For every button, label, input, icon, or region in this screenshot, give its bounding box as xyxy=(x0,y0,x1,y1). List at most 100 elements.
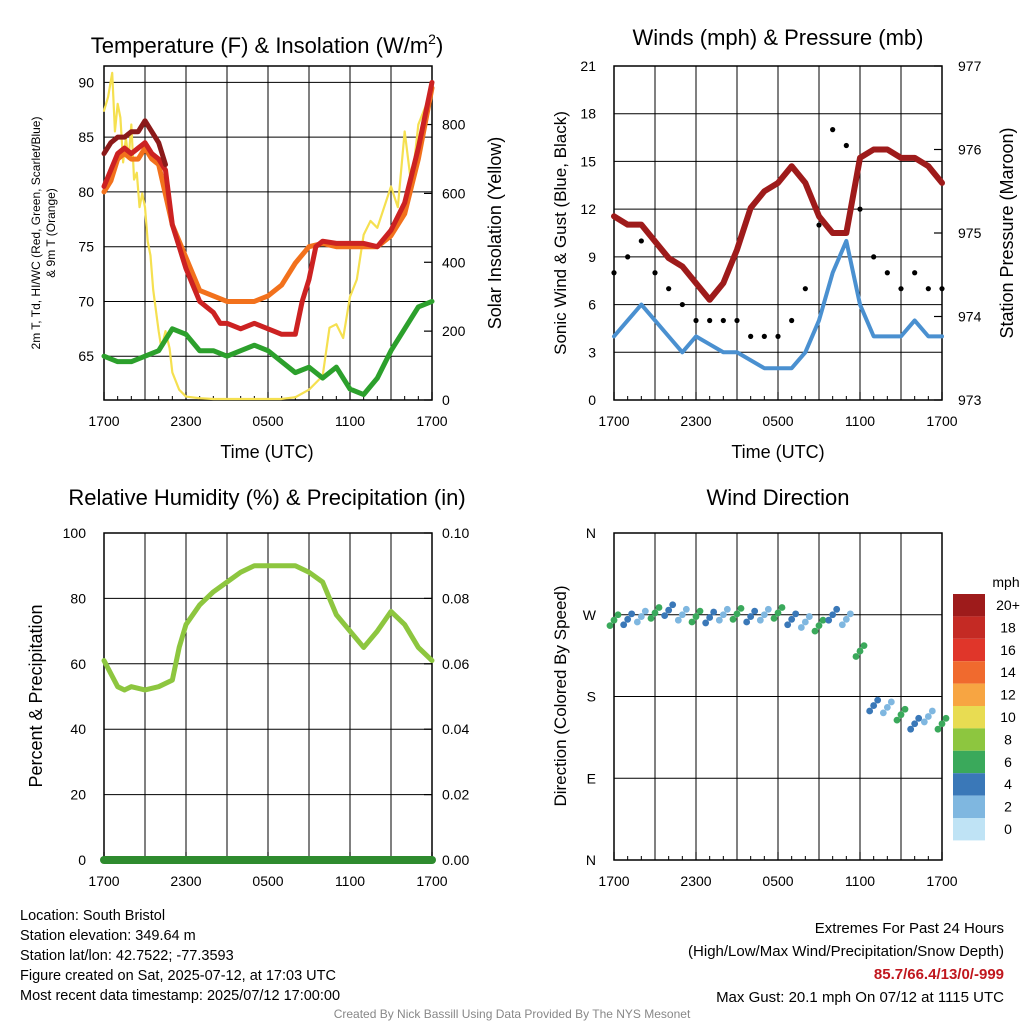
y2-tick-label: 0 xyxy=(442,392,450,408)
y-axis-label: 2m T, Td, HI/WC (Red, Green, Scarlet/Blu… xyxy=(29,117,43,350)
x-tick-label: 1700 xyxy=(416,873,447,889)
gust-point xyxy=(871,254,877,260)
y-tick-label: E xyxy=(587,770,596,786)
direction-point xyxy=(874,696,882,704)
colorbar-swatch xyxy=(953,750,985,774)
chart-title: Wind Direction xyxy=(706,485,849,510)
direction-point xyxy=(688,618,696,626)
x-tick-label: 1700 xyxy=(88,873,119,889)
y-tick-label: 40 xyxy=(70,721,86,737)
x-tick-label: 2300 xyxy=(680,413,711,429)
x-axis-label: Time (UTC) xyxy=(731,442,824,462)
y-axis-label: & 9m T (Orange) xyxy=(44,188,58,278)
y-tick-label: 6 xyxy=(588,297,596,313)
y-axis-label: Direction (Colored By Speed) xyxy=(551,585,570,806)
colorbar-label: 16 xyxy=(1000,642,1016,658)
colorbar-label: 18 xyxy=(1000,619,1016,635)
direction-point xyxy=(825,616,833,624)
colorbar-swatch xyxy=(953,773,985,796)
direction-point xyxy=(934,725,942,733)
y-tick-label: 75 xyxy=(78,239,94,255)
chart-title: Temperature (F) & Insolation (W/m2) xyxy=(91,31,444,58)
gust-point xyxy=(912,270,918,276)
x-axis-label: Time (UTC) xyxy=(220,442,313,462)
gust-point xyxy=(720,317,726,324)
station-info: Location: South Bristol Station elevatio… xyxy=(20,906,340,1006)
direction-point xyxy=(733,610,741,618)
gust-point xyxy=(638,238,644,244)
direction-point xyxy=(710,608,718,616)
direction-point xyxy=(866,707,874,715)
colorbar-label: 10 xyxy=(1000,709,1016,725)
gust-point xyxy=(679,301,685,308)
colorbar-swatch xyxy=(953,683,985,706)
recent-text: Most recent data timestamp: 2025/07/12 1… xyxy=(20,988,341,1004)
direction-point xyxy=(938,720,946,728)
y-tick-label: 80 xyxy=(78,184,94,200)
direction-point xyxy=(778,604,786,611)
colorbar-label: 14 xyxy=(1000,664,1016,680)
y2-tick-label: 977 xyxy=(958,58,982,74)
direction-point xyxy=(879,709,887,717)
y-tick-label: 0 xyxy=(588,392,596,408)
y2-tick-label: 0.00 xyxy=(442,852,469,868)
colorbar-swatch xyxy=(953,795,985,818)
direction-point xyxy=(801,618,809,626)
direction-point xyxy=(747,613,755,620)
elevation-text: Station elevation: 349.64 m xyxy=(20,928,196,944)
direction-point xyxy=(760,611,768,619)
max-gust-text: Max Gust: 20.1 mph On 07/12 at 1115 UTC xyxy=(716,989,1004,1006)
direction-point xyxy=(870,702,878,709)
y-tick-label: 65 xyxy=(78,348,94,364)
colorbar-label: 20+ xyxy=(996,597,1020,613)
y-tick-label: 70 xyxy=(78,293,94,309)
y2-tick-label: 0.04 xyxy=(442,721,469,737)
gust-point xyxy=(734,317,740,324)
direction-point xyxy=(614,611,622,619)
direction-point xyxy=(751,607,759,615)
series-line xyxy=(101,563,435,693)
gust-point xyxy=(611,270,617,276)
direction-point xyxy=(838,621,846,629)
direction-point xyxy=(805,613,813,620)
direction-point xyxy=(764,605,772,613)
gust-point xyxy=(884,270,890,276)
colorbar-label: 0 xyxy=(1004,821,1012,837)
direction-point xyxy=(907,725,915,733)
gust-point xyxy=(925,286,931,292)
y2-tick-label: 0.08 xyxy=(442,590,469,606)
series-line xyxy=(612,238,944,371)
direction-point xyxy=(706,614,714,621)
direction-point xyxy=(737,604,745,612)
y-tick-label: 90 xyxy=(78,74,94,90)
gust-point xyxy=(652,270,658,276)
y-tick-label: 15 xyxy=(580,153,596,169)
y2-tick-label: 0.10 xyxy=(442,525,469,541)
colorbar-swatch xyxy=(953,728,985,751)
direction-point xyxy=(743,618,751,626)
y-tick-label: N xyxy=(586,525,596,541)
colorbar-swatch xyxy=(953,616,985,639)
y2-axis-label: Station Pressure (Maroon) xyxy=(997,127,1017,338)
x-tick-label: 1700 xyxy=(416,413,447,429)
y-tick-label: 60 xyxy=(70,656,86,672)
colorbar-swatch xyxy=(953,818,985,841)
direction-point xyxy=(715,616,723,624)
x-tick-label: 0500 xyxy=(252,413,283,429)
colorbar-label: 6 xyxy=(1004,754,1012,770)
x-tick-label: 1700 xyxy=(926,873,957,889)
direction-point xyxy=(883,704,891,711)
y2-tick-label: 976 xyxy=(958,142,982,158)
direction-point xyxy=(924,713,932,720)
colorbar-swatch xyxy=(953,594,985,617)
credit-text: Created By Nick Bassill Using Data Provi… xyxy=(333,1007,691,1021)
direction-point xyxy=(797,624,805,631)
y-tick-label: 18 xyxy=(580,106,596,122)
gust-point xyxy=(761,333,767,339)
x-tick-label: 1100 xyxy=(335,413,365,429)
x-tick-label: 1700 xyxy=(926,413,957,429)
direction-point xyxy=(633,618,641,626)
direction-point xyxy=(719,611,727,619)
location-text: Location: South Bristol xyxy=(20,908,166,924)
direction-point xyxy=(928,707,936,715)
